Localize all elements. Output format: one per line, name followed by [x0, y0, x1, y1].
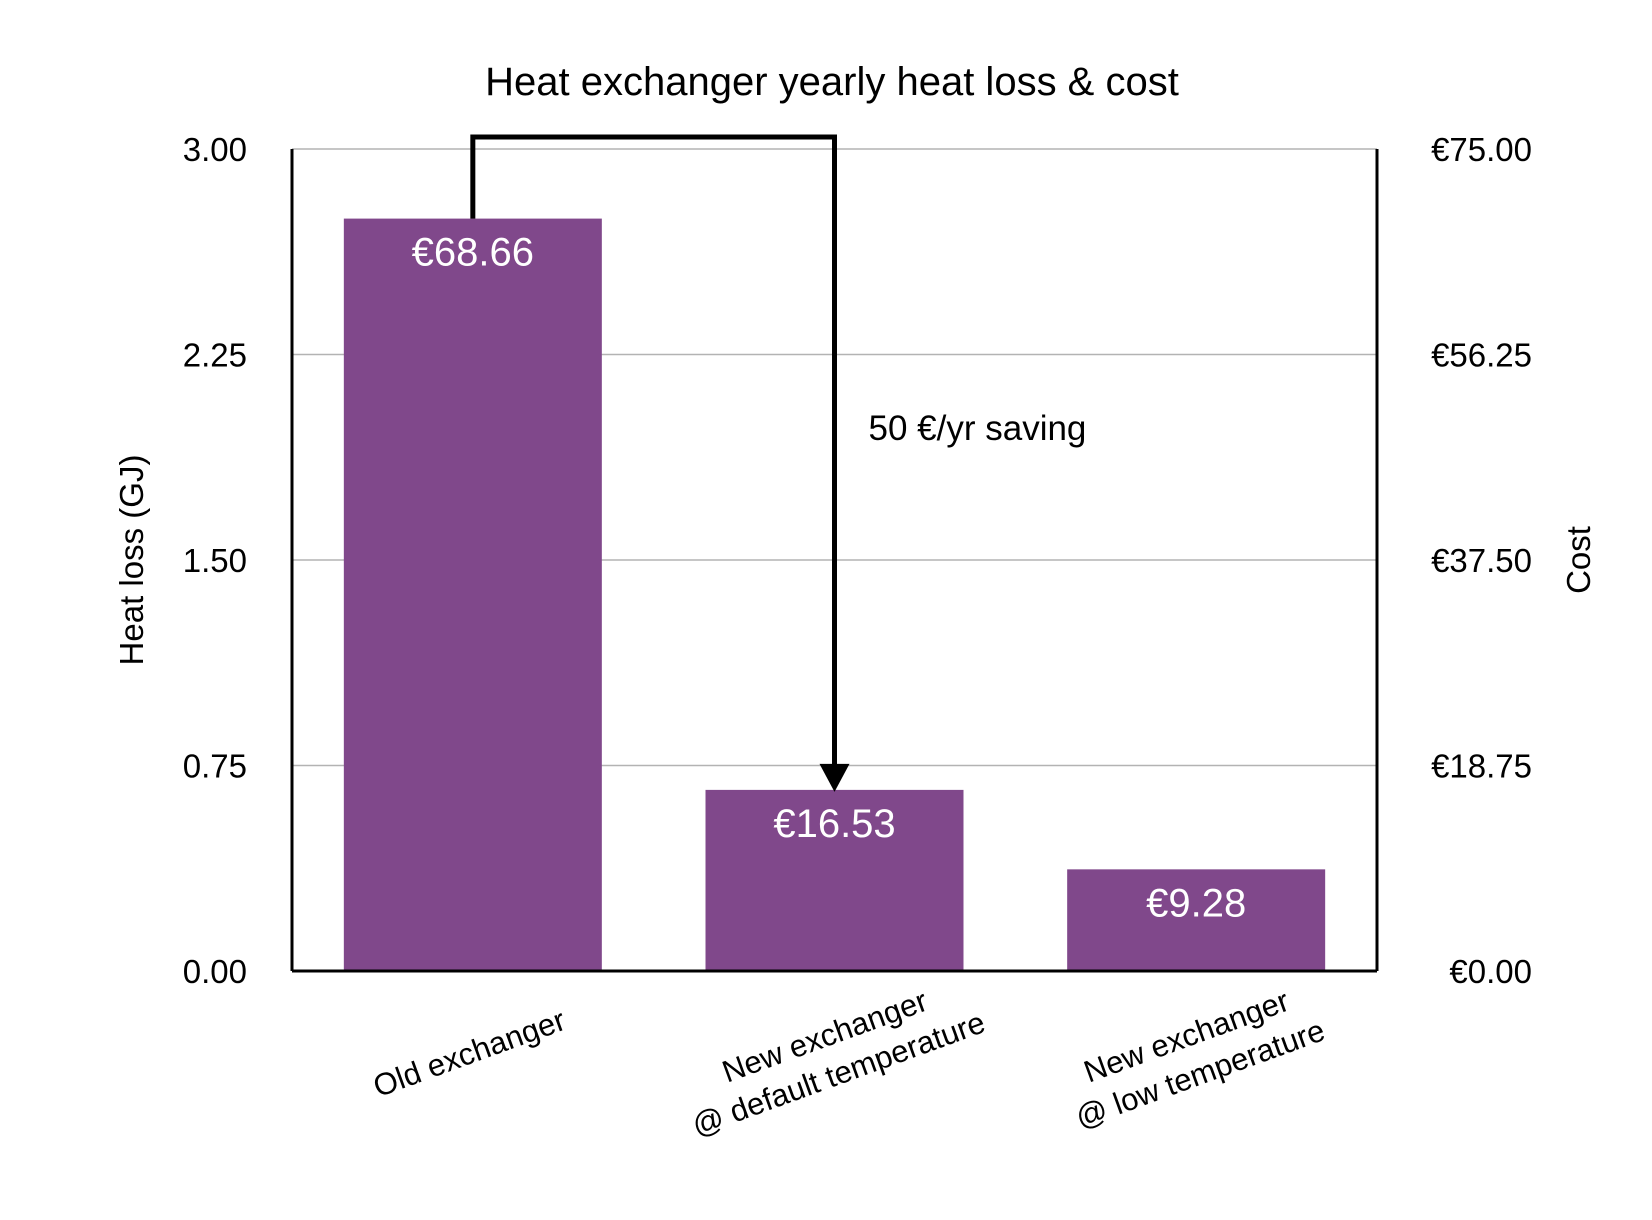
chart-title: Heat exchanger yearly heat loss & cost: [485, 60, 1179, 104]
y-tick-label: 0.00: [183, 953, 247, 990]
saving-arrow-head: [819, 763, 850, 792]
y2-axis-label: Cost: [1560, 526, 1597, 594]
saving-arrow-line: [470, 134, 837, 768]
y-tick-label: 0.75: [183, 748, 247, 785]
y-tick-label: 2.25: [183, 337, 247, 374]
right-axis-ticks: €0.00 €18.75 €37.50 €56.25 €75.00: [1431, 131, 1532, 990]
y2-tick-label: €56.25: [1431, 337, 1532, 374]
category-label: New exchanger@ default temperature: [674, 967, 990, 1143]
category-label: Old exchanger: [369, 1002, 570, 1104]
category-label-line: Old exchanger: [369, 1002, 570, 1104]
saving-annotation-text: 50 €/yr saving: [869, 409, 1087, 448]
category-label: New exchanger@ low temperature: [1057, 975, 1329, 1135]
bar-cost-label: €68.66: [412, 231, 534, 275]
y-tick-label: 1.50: [183, 542, 247, 579]
y2-tick-label: €75.00: [1431, 131, 1532, 168]
bar: [343, 218, 602, 971]
bar: [705, 789, 964, 971]
left-axis-ticks: 0.00 0.75 1.50 2.25 3.00: [183, 131, 247, 990]
y2-tick-label: €37.50: [1431, 542, 1532, 579]
bar-cost-label: €9.28: [1146, 881, 1246, 925]
axes: [290, 149, 1379, 973]
bar-cost-labels: €68.66 €16.53 €9.28: [412, 231, 1247, 926]
saving-annotation: 50 €/yr saving: [470, 134, 1087, 792]
y2-tick-label: €18.75: [1431, 748, 1532, 785]
y-tick-label: 3.00: [183, 131, 247, 168]
y-axis-label: Heat loss (GJ): [113, 455, 150, 666]
y2-tick-label: €0.00: [1449, 953, 1532, 990]
category-labels: Old exchanger New exchanger@ default temp…: [369, 967, 1330, 1143]
bar: [1067, 869, 1326, 971]
bars: [343, 218, 1326, 971]
bar-cost-label: €16.53: [773, 802, 895, 846]
